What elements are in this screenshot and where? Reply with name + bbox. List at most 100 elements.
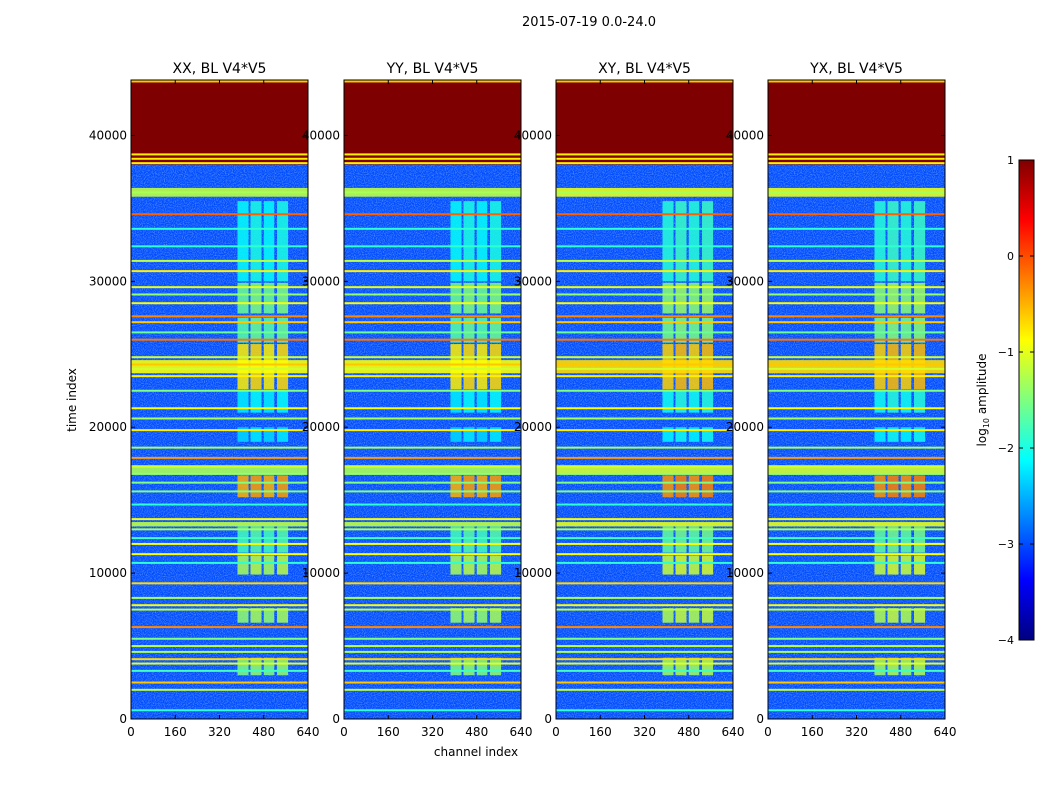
rfi-segment <box>874 317 886 343</box>
horizontal-stripe <box>131 331 308 334</box>
rfi-segment <box>702 608 714 623</box>
rfi-segment <box>688 657 700 676</box>
wide-band <box>768 522 945 527</box>
x-axis-label: channel index <box>434 745 518 759</box>
horizontal-stripe <box>556 315 733 318</box>
colorbar: 1 0 −1 −2 −3 −4 <box>998 154 1035 647</box>
rfi-segment <box>900 555 912 575</box>
horizontal-stripe <box>556 472 733 475</box>
rfi-segment <box>463 608 475 623</box>
rfi-segment <box>914 475 926 498</box>
x-tick-label: 640 <box>934 725 957 739</box>
colorbar-tick-label: 1 <box>1007 154 1014 167</box>
horizontal-stripe <box>131 465 308 468</box>
horizontal-stripe <box>556 213 733 216</box>
horizontal-stripe <box>556 596 733 599</box>
rfi-segment <box>675 555 687 575</box>
horizontal-stripe <box>556 582 733 585</box>
saturated-block <box>556 80 733 165</box>
horizontal-stripe <box>768 286 945 289</box>
horizontal-stripe <box>768 645 945 648</box>
horizontal-stripe <box>768 389 945 392</box>
x-tick-label: 320 <box>208 725 231 739</box>
rfi-segment <box>476 475 488 498</box>
rfi-segment <box>490 475 502 498</box>
horizontal-stripe <box>344 375 521 378</box>
rfi-segment <box>702 427 714 442</box>
rfi-segment <box>463 201 475 282</box>
y-tick-label: 0 <box>332 712 340 726</box>
wide-band <box>131 465 308 474</box>
horizontal-stripe <box>344 417 521 420</box>
rfi-segment <box>900 390 912 413</box>
horizontal-stripe <box>556 407 733 410</box>
rfi-segment <box>450 475 462 498</box>
rfi-segment <box>900 526 912 553</box>
horizontal-stripe <box>768 259 945 262</box>
y-tick-label: 40000 <box>726 128 764 142</box>
horizontal-stripe <box>344 637 521 640</box>
colorbar-tick-label: −1 <box>998 346 1014 359</box>
horizontal-stripe <box>344 658 521 661</box>
horizontal-stripe <box>344 286 521 289</box>
rfi-segment <box>874 282 886 314</box>
horizontal-stripe <box>344 446 521 449</box>
horizontal-stripe <box>131 367 308 370</box>
y-tick-label: 20000 <box>726 420 764 434</box>
rfi-segment <box>277 317 289 343</box>
wide-band <box>556 360 733 374</box>
horizontal-stripe <box>344 162 521 165</box>
horizontal-stripe <box>556 259 733 262</box>
horizontal-stripe <box>556 553 733 556</box>
horizontal-stripe <box>344 709 521 712</box>
horizontal-stripe <box>556 481 733 484</box>
horizontal-stripe <box>344 608 521 611</box>
horizontal-stripe <box>556 270 733 273</box>
horizontal-stripe <box>768 688 945 691</box>
horizontal-stripe <box>556 681 733 684</box>
horizontal-stripe <box>344 650 521 653</box>
rfi-segment <box>675 657 687 676</box>
rfi-segment <box>450 526 462 553</box>
horizontal-stripe <box>344 259 521 262</box>
rfi-segment <box>914 526 926 553</box>
colorbar-tick-label: −2 <box>998 442 1014 455</box>
colorbar-label-log: log <box>975 428 989 446</box>
horizontal-stripe <box>344 157 521 160</box>
horizontal-stripe <box>556 446 733 449</box>
horizontal-stripe <box>131 213 308 216</box>
horizontal-stripe <box>768 417 945 420</box>
rfi-segment <box>277 427 289 442</box>
horizontal-stripe <box>131 245 308 248</box>
rfi-segment <box>237 526 249 553</box>
horizontal-stripe <box>131 626 308 629</box>
rfi-segment <box>450 390 462 413</box>
horizontal-stripe <box>131 553 308 556</box>
rfi-segment <box>887 427 899 442</box>
horizontal-stripe <box>131 456 308 459</box>
y-tick-label: 0 <box>544 712 552 726</box>
horizontal-stripe <box>768 245 945 248</box>
horizontal-stripe <box>556 367 733 370</box>
rfi-segment <box>250 608 262 623</box>
rfi-segment <box>662 317 674 343</box>
rfi-segment <box>887 390 899 413</box>
horizontal-stripe <box>768 456 945 459</box>
horizontal-stripe <box>556 626 733 629</box>
rfi-segment <box>277 390 289 413</box>
wide-band <box>768 360 945 374</box>
rfi-segment <box>887 526 899 553</box>
rfi-segment <box>662 657 674 676</box>
horizontal-stripe <box>768 608 945 611</box>
x-tick-label: 160 <box>164 725 187 739</box>
rfi-segment <box>675 608 687 623</box>
panel-xy: XY, BL V4*V5 0 160 320 480 640 0 10000 20000 3000… <box>514 61 745 739</box>
horizontal-stripe <box>768 407 945 410</box>
horizontal-stripe <box>344 662 521 665</box>
rfi-segment <box>490 555 502 575</box>
horizontal-stripe <box>131 302 308 305</box>
rfi-segment <box>490 427 502 442</box>
horizontal-stripe <box>344 604 521 607</box>
rfi-segment <box>675 475 687 498</box>
rfi-segment <box>688 475 700 498</box>
